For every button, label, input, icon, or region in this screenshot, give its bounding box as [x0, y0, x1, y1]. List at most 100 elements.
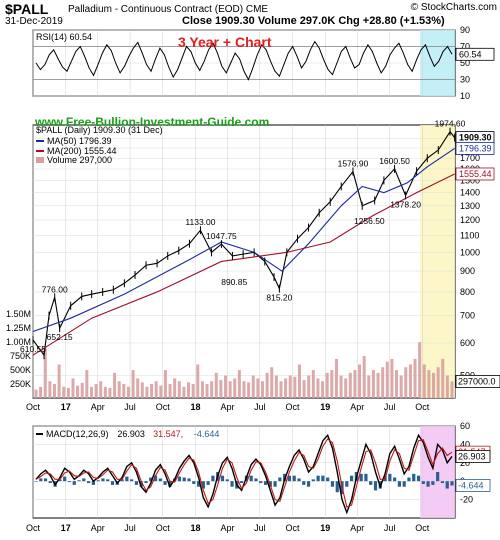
macd-histogram-bar — [263, 481, 268, 485]
volume-bar — [441, 358, 445, 398]
price-panel-frame — [32, 124, 456, 399]
quote-stats: Close 1909.30 Volume 297.0K Chg +28.80 (… — [182, 15, 445, 27]
macd-histogram-bar — [182, 477, 186, 482]
volume-ytick-label: 500K — [10, 365, 31, 375]
macd-histogram-bar — [273, 481, 277, 487]
volume-bar — [85, 370, 89, 398]
macd-histogram-bar — [139, 481, 143, 487]
macd-histogram-bar — [39, 478, 43, 482]
x-tick-label: 17 — [61, 402, 71, 412]
ma200-legend: MA(200) 1555.44 — [47, 146, 117, 156]
chart-annotation-title: 3 Year + Chart — [178, 34, 272, 50]
price-annotation: 1600.50 — [379, 156, 410, 166]
volume-bar — [71, 378, 75, 398]
price-annotation: 815.20 — [266, 293, 292, 303]
volume-bar — [297, 364, 301, 398]
x-tick-label: Jul — [384, 402, 396, 412]
brand: © StockCharts.com — [410, 2, 497, 13]
price-ytick-label: 600 — [460, 338, 475, 348]
volume-bar — [427, 370, 431, 398]
macd-histogram-bar — [335, 481, 339, 493]
macd-ytick-label: 40 — [460, 439, 470, 449]
macd-histogram-bar — [407, 477, 411, 482]
volume-legend-swatch — [36, 157, 44, 163]
volume-bar — [196, 364, 200, 398]
macd-histogram-bar — [259, 481, 263, 484]
macd-histogram-bar — [412, 473, 416, 482]
volume-bar — [136, 378, 140, 398]
volume-bar — [334, 358, 338, 398]
instrument-name: Palladium - Continuous Contract (EOD) CM… — [68, 4, 268, 15]
x-tick-label: Apr — [220, 402, 234, 412]
x-tick-label: Oct — [286, 402, 301, 412]
x-tick-label: Oct — [156, 402, 171, 412]
x-tick-label: Oct — [415, 523, 430, 533]
symbol: $PALL — [5, 1, 49, 17]
macd-legend: -4.644 — [194, 429, 220, 439]
volume-bar — [219, 380, 223, 398]
volume-bar — [385, 361, 389, 398]
volume-bar — [163, 370, 167, 398]
macd-histogram-bar — [369, 481, 373, 485]
macd-histogram-bar — [110, 481, 115, 485]
volume-bar — [34, 389, 38, 398]
rsi-ytick-label: 10 — [460, 91, 470, 101]
macd-histogram-bar — [125, 476, 129, 482]
macd-histogram-bar — [201, 481, 205, 489]
volume-ytick-label: 750K — [10, 351, 31, 361]
volume-bar — [150, 384, 154, 398]
x-tick-label: 18 — [190, 402, 200, 412]
x-tick-label: 19 — [320, 523, 330, 533]
price-ytick-label: 1000 — [460, 247, 480, 257]
ma50-legend: MA(50) 1796.39 — [47, 136, 112, 146]
macd-histogram-bar — [254, 478, 258, 482]
volume-bar — [182, 386, 186, 398]
macd-last-box — [455, 450, 491, 463]
volume-bar — [247, 382, 251, 398]
price-ytick-label: 800 — [460, 287, 475, 297]
x-tick-label: 19 — [320, 402, 330, 412]
x-tick-label: Apr — [350, 523, 364, 533]
x-tick-label: Apr — [350, 402, 364, 412]
volume-bar — [145, 386, 149, 398]
macd-signal-line — [35, 438, 453, 508]
macd-histogram-bar — [416, 475, 421, 482]
x-tick-label: Apr — [91, 523, 105, 533]
volume-bar — [279, 381, 283, 398]
price-annotation: 652.15 — [47, 332, 73, 342]
volume-bar — [173, 378, 177, 398]
price-annotation: 610.55 — [20, 344, 46, 354]
macd-histogram-bar — [345, 481, 349, 487]
volume-bar — [187, 382, 191, 398]
volume-bar — [408, 364, 412, 398]
volume-bar — [353, 370, 357, 398]
macd-histogram-bar — [163, 481, 167, 485]
macd-histogram-bar — [177, 476, 182, 482]
volume-ytick-label: 1.50M — [6, 309, 31, 319]
volume-bar — [376, 372, 380, 398]
price-annotation: 1974.60 — [435, 119, 466, 129]
volume-bar — [432, 372, 436, 398]
macd-histogram-bar — [77, 480, 81, 482]
volume-bar — [330, 370, 334, 398]
macd-line — [35, 433, 453, 515]
x-tick-label: 18 — [190, 523, 200, 533]
x-tick-label: Jul — [254, 402, 266, 412]
macd-legend: 26.903 — [117, 429, 145, 439]
volume-bar — [140, 382, 144, 398]
macd-histogram-bar — [67, 481, 72, 483]
macd-panel-frame — [32, 425, 456, 519]
volume-bar — [113, 372, 117, 398]
volume-bar — [242, 381, 246, 398]
volume-bar — [39, 386, 43, 398]
x-tick-label: Apr — [91, 402, 105, 412]
price-ytick-label: 900 — [460, 266, 475, 276]
macd-histogram-bar — [306, 481, 311, 487]
macd-histogram-bar — [91, 481, 95, 485]
volume-bar — [270, 367, 274, 398]
volume-bar — [233, 378, 237, 398]
volume-bar — [224, 375, 228, 398]
macd-ytick-label: 60 — [460, 421, 470, 431]
volume-bar — [228, 381, 232, 398]
volume-bar — [117, 381, 121, 398]
